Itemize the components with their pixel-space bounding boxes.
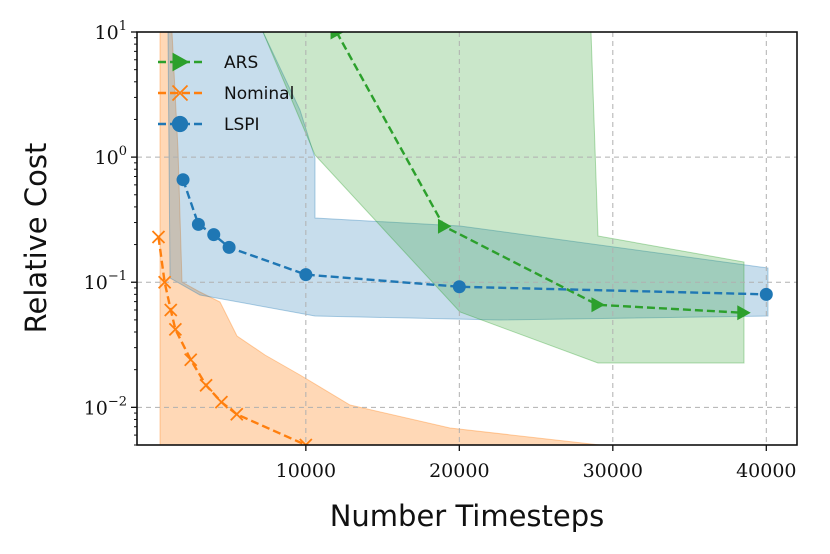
ars-point [437, 218, 452, 234]
legend-ars-label: ARS [224, 53, 258, 73]
nominal-point [230, 407, 244, 421]
y-tick-label: 10−2 [84, 394, 127, 419]
legend-nominal-label: Nominal [224, 84, 294, 104]
ars-point [591, 297, 605, 313]
ars-point [737, 305, 751, 321]
lspi-point [207, 228, 221, 242]
ars-band [262, 32, 745, 364]
nominal-point-stroke [214, 395, 229, 409]
x-tick-label: 30000 [583, 460, 643, 482]
nominal-point-stroke [184, 353, 198, 367]
nominal-point [151, 230, 166, 244]
nominal-point [214, 395, 229, 409]
nominal-point-stroke [151, 230, 166, 244]
legend-ars-marker [172, 52, 190, 72]
nominal-band [159, 32, 601, 445]
lspi-point [759, 287, 773, 301]
lspi-point [191, 217, 205, 231]
x-tick-label: 40000 [736, 460, 796, 482]
confidence-bands [159, 32, 769, 445]
lspi-point [299, 268, 313, 282]
axis-ticks: 10000 20000 30000 40000 101 100 10−1 10−2 [84, 19, 797, 482]
nominal-point-stroke [168, 322, 183, 336]
x-tick-label: 10000 [276, 460, 336, 482]
lspi-point [176, 173, 190, 187]
y-tick-label: 101 [95, 19, 127, 44]
legend-lspi-marker [171, 115, 189, 133]
nominal-point [168, 322, 183, 336]
series-markers [151, 32, 773, 445]
nominal-point-stroke [299, 438, 308, 445]
nominal-point [299, 438, 313, 445]
legend-nominal-marker-stroke [171, 84, 189, 102]
ars-point [330, 32, 345, 40]
x-axis-label: Number Timesteps [330, 499, 605, 533]
plot-frame [136, 31, 798, 446]
nominal-point [157, 275, 172, 289]
nominal-point-stroke [164, 303, 178, 317]
lspi-point [452, 280, 466, 294]
lspi-point [222, 240, 236, 254]
nominal-point [184, 353, 198, 367]
y-tick-label: 100 [95, 144, 127, 169]
grid [137, 32, 797, 445]
legend-lspi-label: LSPI [224, 115, 260, 135]
y-tick-label: 10−1 [84, 269, 127, 294]
nominal-point [199, 378, 213, 392]
nominal-point-stroke [230, 407, 244, 421]
nominal-point-stroke [157, 275, 172, 289]
legend: ARS Nominal LSPI [158, 52, 294, 135]
nominal-point [164, 303, 178, 317]
nominal-point-stroke [199, 378, 213, 392]
legend-nominal-marker [171, 84, 189, 102]
lspi-band [167, 32, 769, 321]
x-tick-label: 20000 [429, 460, 489, 482]
nominal-point-stroke [304, 438, 313, 445]
ars-line [335, 32, 744, 314]
y-axis-label: Relative Cost [19, 143, 53, 334]
